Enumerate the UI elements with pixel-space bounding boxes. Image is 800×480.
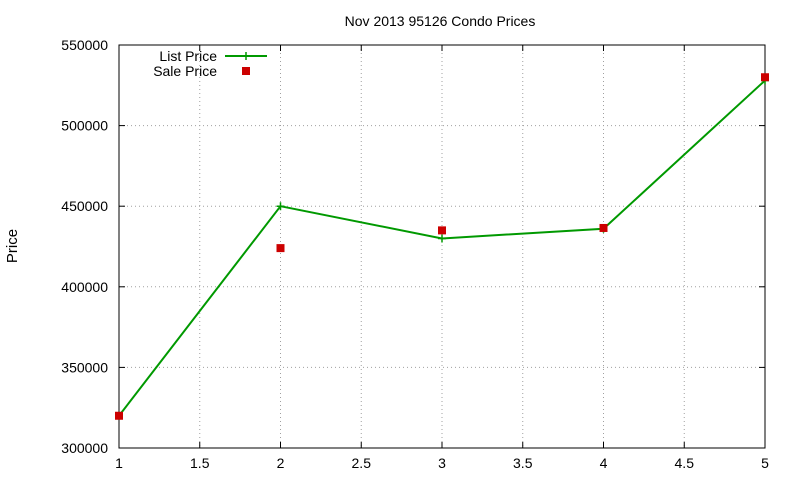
series [115, 73, 769, 420]
plot-frame [118, 44, 766, 449]
x-tick-label: 2.5 [352, 455, 372, 471]
x-tick-label: 1.5 [190, 455, 210, 471]
data-point [599, 223, 608, 232]
x-tick-label: 3 [438, 455, 446, 471]
data-point [115, 411, 123, 420]
legend-label: Sale Price [153, 63, 217, 79]
series-list-price [115, 76, 769, 420]
legend-label: List Price [159, 48, 217, 64]
x-tick-label: 4 [600, 455, 608, 471]
x-tick-label: 5 [761, 455, 769, 471]
series-sale-price [115, 73, 769, 420]
x-tick-label: 2 [277, 455, 285, 471]
x-tick-label: 4.5 [675, 455, 695, 471]
y-tick-label: 400000 [61, 279, 108, 295]
axis-ticks: 1 1.5 2 2.5 3 3.5 4 4.5 5 300000 350000 400000 45000… [61, 37, 769, 471]
y-tick-label: 450000 [61, 198, 108, 214]
legend-point-swatch [242, 52, 250, 60]
data-point [438, 234, 446, 243]
y-tick-label: 500000 [61, 118, 108, 134]
x-tick-label: 1 [115, 455, 123, 471]
y-tick-label: 350000 [61, 359, 108, 375]
legend-point-swatch [242, 67, 250, 75]
chart-title: Nov 2013 95126 Condo Prices [345, 13, 536, 29]
data-point [761, 73, 769, 82]
grid [119, 45, 765, 448]
y-tick-label: 300000 [61, 440, 108, 456]
x-tick-label: 3.5 [513, 455, 533, 471]
y-tick-label: 550000 [61, 37, 108, 53]
data-point [276, 202, 285, 211]
y-axis-label: Price [4, 229, 21, 263]
data-point [438, 226, 446, 235]
data-point [276, 244, 285, 253]
